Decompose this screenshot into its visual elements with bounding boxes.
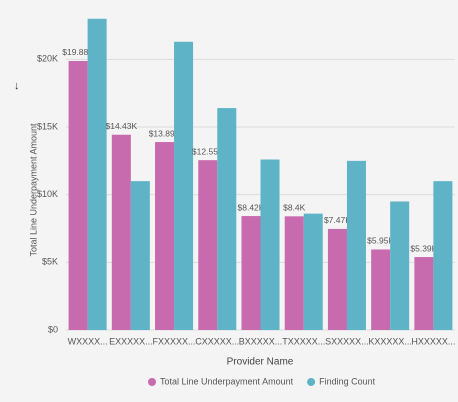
data-label: $8.42K [238,202,265,212]
x-axis-label: Provider Name [227,357,294,368]
bar [130,181,150,330]
y-tick-label: $20K [37,54,58,64]
bar [241,216,261,330]
bar [87,18,107,330]
x-tick-label: SXXXXX... [325,336,369,346]
x-tick-label: CXXXXX... [195,336,239,346]
y-tick-label: $0 [48,324,58,334]
x-tick-label: EXXXXX... [109,336,153,346]
data-label: $19.88K [62,47,94,57]
bar [260,159,280,330]
legend-swatch [307,378,316,386]
y-tick-label: $5K [42,257,58,267]
data-label: $8.4K [283,203,306,213]
data-label: $5.39K [410,243,437,253]
bar [346,160,366,330]
x-tick-label: WXXXX... [68,336,108,346]
bar [284,216,304,330]
legend-label: Total Line Underpayment Amount [160,376,294,386]
x-tick-label: BXXXXX... [239,336,283,346]
sort-icon[interactable]: ↓ [14,80,20,92]
x-tick-label: HXXXXX... [411,336,455,346]
data-label: $7.47K [324,215,351,225]
bar [155,142,175,330]
x-tick-label: KXXXXX... [368,336,412,346]
data-label: $5.95K [367,236,394,246]
bar [371,249,391,330]
data-label: $14.43K [105,121,137,131]
y-tick-label: $10K [37,189,58,199]
x-tick-label: TXXXXX... [282,336,325,346]
bar [174,41,194,331]
legend-label: Finding Count [319,376,376,386]
data-label: $13.89K [149,128,181,138]
y-axis-label: Total Line Underpayment Amount [28,123,38,257]
x-tick-label: FXXXXX... [153,336,196,346]
bar [390,201,410,330]
bar [327,228,347,330]
legend-swatch [148,378,156,386]
bar [198,160,218,330]
bar [217,108,237,330]
bar [433,181,453,330]
y-tick-label: $15K [37,121,58,131]
bar [414,257,434,330]
bar [68,60,88,330]
bar [111,134,131,330]
bar [303,213,323,330]
data-label: $12.55K [192,146,224,156]
